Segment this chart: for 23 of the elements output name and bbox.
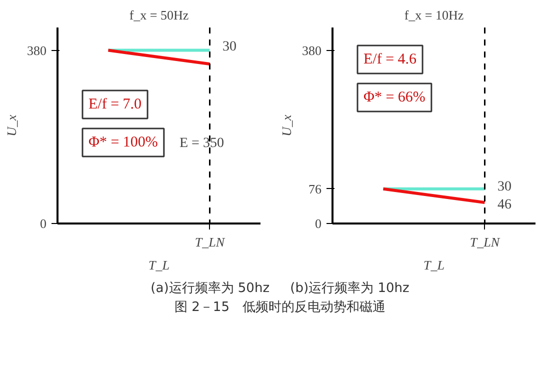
- annotation: 46: [498, 198, 512, 212]
- x-tick-label: T_LN: [470, 234, 501, 250]
- x-tick-label: T_LN: [194, 234, 226, 250]
- annotation: E/f = 7.0: [88, 96, 142, 112]
- y-tick-label: 0: [315, 216, 322, 231]
- caption: 图 2－15 低频时的反电动势和磁通: [174, 300, 386, 315]
- chart-title: f_x = 10Hz: [404, 8, 464, 22]
- y-tick-label: 76: [308, 181, 322, 196]
- x-axis-title: T_L: [148, 258, 170, 272]
- annotation: E = 350: [180, 136, 224, 151]
- chart-title: f_x = 50Hz: [129, 8, 189, 22]
- y-tick-label: 380: [27, 42, 46, 58]
- y-tick-label: 0: [40, 216, 46, 231]
- annotation: Φ* = 66%: [364, 90, 426, 106]
- annotation: 30: [498, 180, 512, 194]
- x-axis-title: T_L: [424, 258, 444, 272]
- y-tick-label: 380: [302, 42, 322, 58]
- annotation: 30: [222, 40, 236, 54]
- annotation: E/f = 4.6: [364, 52, 418, 68]
- annotation: Φ* = 100%: [88, 134, 158, 150]
- text: (a)运行频率为 50hz (b)运行频率为 10hz: [150, 281, 410, 296]
- y-axis-title: U_x: [4, 114, 19, 136]
- y-axis-title: U_x: [279, 114, 294, 136]
